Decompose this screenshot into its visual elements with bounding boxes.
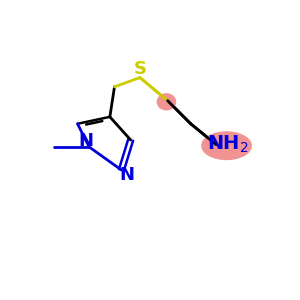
Ellipse shape [157, 93, 176, 110]
Text: S: S [134, 60, 147, 78]
Text: N: N [120, 166, 135, 184]
Text: NH$_2$: NH$_2$ [207, 134, 248, 155]
Text: N: N [78, 132, 93, 150]
Ellipse shape [201, 131, 252, 160]
